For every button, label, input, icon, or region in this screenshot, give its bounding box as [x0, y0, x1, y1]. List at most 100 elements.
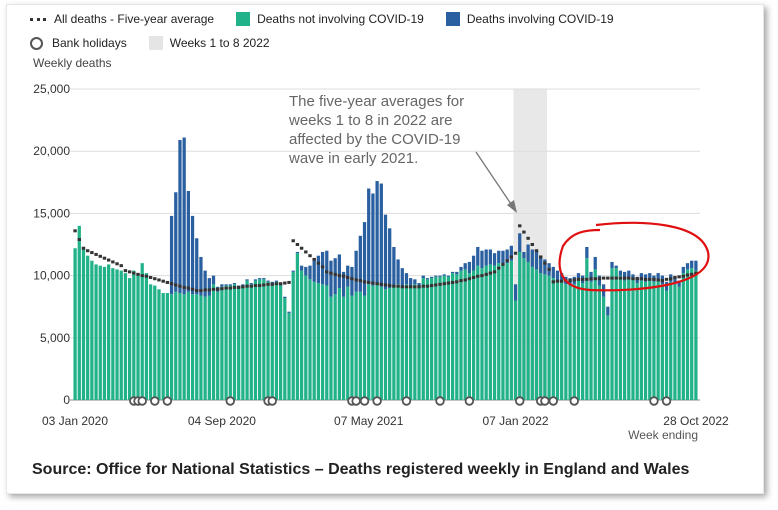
average-dash: [572, 278, 576, 282]
x-tick-label: 07 Jan 2022: [483, 414, 549, 428]
average-dash: [580, 277, 585, 281]
bar-covid: [417, 283, 421, 286]
bar-covid: [241, 284, 245, 286]
bank-holiday-marker: [435, 396, 445, 406]
average-dash: [589, 277, 593, 281]
average-dash: [518, 224, 522, 228]
bar-covid: [430, 276, 434, 279]
bar-covid: [551, 266, 555, 279]
average-dash: [585, 277, 589, 281]
bar-non-covid: [627, 278, 631, 400]
average-dash: [299, 246, 304, 250]
average-dash: [471, 275, 476, 279]
bar-covid: [627, 270, 631, 279]
bar-non-covid: [362, 295, 367, 400]
bar-non-covid: [677, 286, 681, 400]
average-dash: [446, 281, 451, 285]
bank-holiday-marker: [661, 396, 672, 406]
bar-covid: [560, 273, 564, 282]
bar-non-covid: [119, 270, 123, 400]
average-dash: [639, 277, 644, 281]
bar-covid: [367, 188, 371, 285]
bar-non-covid: [547, 275, 551, 400]
average-dash: [98, 254, 102, 258]
average-dash: [488, 271, 493, 275]
average-dash: [601, 276, 606, 280]
bar-non-covid: [367, 284, 371, 400]
average-dash: [216, 287, 220, 291]
bar-non-covid: [270, 284, 274, 400]
average-dash: [606, 276, 610, 280]
bar-non-covid: [694, 270, 698, 400]
bar-covid: [677, 280, 681, 287]
average-dash: [597, 277, 602, 281]
bar-non-covid: [98, 265, 102, 400]
average-dash: [505, 259, 509, 263]
y-tick-label: 5,000: [40, 331, 70, 345]
average-dash: [253, 284, 258, 288]
bar-non-covid: [421, 278, 425, 400]
annotation-arrowhead-icon: [507, 200, 517, 213]
annotation-line: weeks 1 to 8 in 2022 are: [288, 112, 452, 129]
bar-non-covid: [102, 266, 107, 400]
bar-non-covid: [589, 281, 593, 400]
average-dash: [295, 243, 300, 246]
bar-non-covid: [262, 279, 266, 400]
average-dash: [182, 285, 186, 289]
bar-covid: [245, 279, 249, 281]
average-dash: [195, 289, 199, 293]
bar-non-covid: [400, 285, 404, 400]
y-tick-label: 0: [63, 393, 70, 407]
average-dash: [287, 280, 291, 284]
bar-covid: [308, 265, 312, 280]
bar-covid: [610, 261, 614, 269]
legend-non-covid: Deaths not involving COVID-19: [236, 12, 424, 26]
bar-non-covid: [476, 265, 480, 400]
bar-covid: [622, 271, 627, 281]
bar-non-covid: [413, 284, 417, 400]
bar-non-covid: [274, 281, 279, 400]
bar-non-covid: [572, 284, 576, 400]
average-dash: [257, 284, 262, 288]
average-dash: [174, 283, 178, 287]
average-dash: [203, 288, 207, 292]
average-dash: [169, 282, 174, 286]
bar-non-covid: [249, 284, 253, 400]
bar-non-covid: [341, 296, 346, 400]
bar-covid: [312, 260, 316, 282]
bar-non-covid: [375, 283, 379, 400]
bar-covid: [614, 265, 618, 269]
bar-covid: [685, 263, 690, 270]
y-tick-label: 20,000: [33, 144, 70, 158]
bar-covid: [467, 261, 472, 274]
bar-non-covid: [618, 275, 623, 400]
bar-non-covid: [643, 281, 648, 400]
bank-holiday-marker: [401, 396, 412, 406]
bar-non-covid: [157, 289, 161, 400]
average-dash: [367, 280, 371, 284]
bar-non-covid: [417, 285, 421, 400]
average-dash: [270, 282, 274, 286]
average-dash: [232, 285, 237, 289]
bar-covid: [207, 278, 211, 296]
bar-non-covid: [673, 284, 677, 400]
bar-covid: [589, 271, 593, 282]
bar-covid: [497, 250, 501, 264]
bar-covid: [690, 260, 694, 269]
y-tick-label: 25,000: [33, 82, 70, 96]
bank-holiday-marker: [464, 396, 475, 406]
bar-non-covid: [73, 248, 77, 400]
average-dash: [337, 274, 342, 278]
average-dash: [308, 254, 312, 258]
bar-non-covid: [581, 283, 585, 400]
average-dash: [375, 282, 379, 286]
average-dash: [383, 283, 388, 287]
bar-non-covid: [404, 284, 409, 400]
bar-non-covid: [291, 271, 295, 400]
bar-covid: [480, 250, 484, 269]
bar-non-covid: [639, 280, 644, 400]
bar-covid: [379, 183, 383, 287]
bar-non-covid: [430, 278, 434, 400]
bar-non-covid: [299, 270, 304, 400]
average-dash: [262, 283, 266, 287]
